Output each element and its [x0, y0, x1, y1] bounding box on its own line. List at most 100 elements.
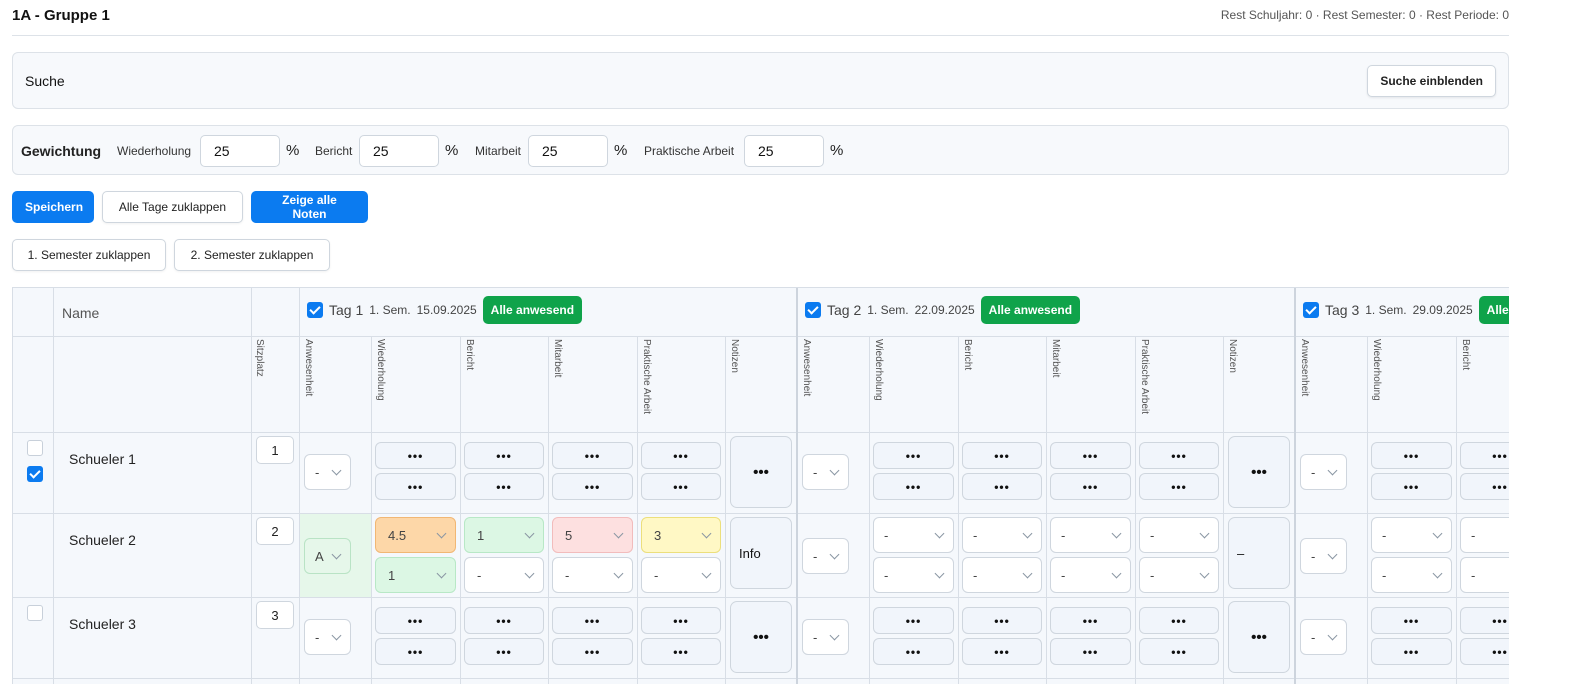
- weight-input-wiederholung[interactable]: [200, 135, 280, 167]
- collapsed-grade-button[interactable]: •••: [873, 442, 954, 469]
- day-checkbox[interactable]: [805, 302, 821, 318]
- collapsed-grade-button[interactable]: •••: [464, 442, 544, 469]
- collapsed-grade-button[interactable]: •••: [873, 638, 954, 665]
- collapsed-grade-button[interactable]: •••: [1460, 638, 1509, 665]
- collapsed-grade-button[interactable]: •••: [375, 607, 456, 634]
- seat-number[interactable]: 1: [256, 436, 294, 464]
- collapsed-grade-button[interactable]: •••: [641, 607, 721, 634]
- grade-select[interactable]: 5: [552, 517, 633, 553]
- collapsed-grade-button[interactable]: •••: [873, 607, 954, 634]
- collapsed-grade-button[interactable]: •••: [1371, 473, 1452, 500]
- note-button[interactable]: •••: [730, 601, 792, 673]
- collapse-semester-2-button[interactable]: 2. Semester zuklappen: [174, 239, 330, 271]
- grade-select[interactable]: -: [1139, 557, 1219, 593]
- grade-select[interactable]: -: [962, 557, 1042, 593]
- collapsed-grade-button[interactable]: •••: [1371, 442, 1452, 469]
- collapsed-grade-button[interactable]: •••: [552, 607, 633, 634]
- collapsed-grade-button[interactable]: •••: [1050, 473, 1131, 500]
- grade-select[interactable]: -: [1050, 517, 1131, 553]
- collapsed-grade-button[interactable]: •••: [962, 473, 1042, 500]
- collapsed-grade-button[interactable]: •••: [873, 473, 954, 500]
- collapsed-grade-button[interactable]: •••: [1139, 607, 1219, 634]
- show-search-button[interactable]: Suche einblenden: [1367, 65, 1496, 97]
- all-present-button[interactable]: Alle anwesend: [980, 296, 1081, 324]
- collapsed-grade-button[interactable]: •••: [375, 638, 456, 665]
- collapsed-grade-button[interactable]: •••: [641, 473, 721, 500]
- collapsed-grade-button[interactable]: •••: [962, 638, 1042, 665]
- collapsed-grade-button[interactable]: •••: [375, 473, 456, 500]
- collapsed-grade-button[interactable]: •••: [464, 473, 544, 500]
- attendance-select[interactable]: -: [802, 454, 849, 490]
- collapsed-grade-button[interactable]: •••: [552, 442, 633, 469]
- collapsed-grade-button[interactable]: •••: [1139, 638, 1219, 665]
- collapsed-grade-button[interactable]: •••: [1460, 442, 1509, 469]
- note-button[interactable]: •••: [730, 436, 792, 508]
- grade-select[interactable]: -: [1050, 557, 1131, 593]
- collapsed-grade-button[interactable]: •••: [641, 638, 721, 665]
- note-button[interactable]: •••: [1228, 601, 1290, 673]
- grade-select[interactable]: -: [1371, 557, 1452, 593]
- collapsed-grade-button[interactable]: •••: [375, 442, 456, 469]
- attendance-select[interactable]: -: [802, 619, 849, 655]
- collapsed-grade-button[interactable]: •••: [552, 473, 633, 500]
- collapsed-grade-button[interactable]: •••: [962, 442, 1042, 469]
- weight-input-mitarbeit[interactable]: [528, 135, 608, 167]
- grade-select[interactable]: 4.5: [375, 517, 456, 553]
- grade-select[interactable]: -: [464, 557, 544, 593]
- attendance-select[interactable]: A: [304, 538, 351, 574]
- grade-select[interactable]: -: [1371, 517, 1452, 553]
- grade-select[interactable]: -: [641, 557, 721, 593]
- attendance-select[interactable]: -: [802, 538, 849, 574]
- attendance-select[interactable]: -: [1300, 454, 1347, 490]
- column-header-mitarbeit: Mitarbeit: [552, 339, 563, 378]
- grade-select[interactable]: -: [552, 557, 633, 593]
- student-checkbox[interactable]: [27, 605, 43, 621]
- grade-select[interactable]: 1: [464, 517, 544, 553]
- grade-select[interactable]: 1: [375, 557, 456, 593]
- show-all-grades-button[interactable]: Zeige alle Noten: [251, 191, 368, 223]
- seat-number[interactable]: 2: [256, 517, 294, 545]
- attendance-select[interactable]: -: [1300, 619, 1347, 655]
- weight-input-praktische-arbeit[interactable]: [744, 135, 824, 167]
- grade-select[interactable]: -: [1460, 557, 1509, 593]
- all-present-button[interactable]: Alle anwesend: [1478, 296, 1509, 324]
- attendance-select[interactable]: -: [304, 454, 351, 490]
- grade-select[interactable]: -: [1460, 517, 1509, 553]
- note-button[interactable]: –: [1228, 517, 1290, 589]
- column-divider: [371, 336, 372, 684]
- note-button[interactable]: Info: [730, 517, 792, 589]
- collapsed-grade-button[interactable]: •••: [552, 638, 633, 665]
- collapsed-grade-button[interactable]: •••: [641, 442, 721, 469]
- collapsed-grade-button[interactable]: •••: [1371, 638, 1452, 665]
- collapsed-grade-button[interactable]: •••: [962, 607, 1042, 634]
- grade-select[interactable]: -: [873, 517, 954, 553]
- collapsed-grade-button[interactable]: •••: [1050, 638, 1131, 665]
- attendance-select[interactable]: -: [1300, 538, 1347, 574]
- collapsed-grade-button[interactable]: •••: [1460, 473, 1509, 500]
- collapsed-grade-button[interactable]: •••: [1139, 473, 1219, 500]
- day-checkbox[interactable]: [307, 302, 323, 318]
- collapsed-grade-button[interactable]: •••: [1050, 442, 1131, 469]
- day-checkbox[interactable]: [1303, 302, 1319, 318]
- grade-select[interactable]: -: [873, 557, 954, 593]
- collapsed-grade-button[interactable]: •••: [464, 607, 544, 634]
- attendance-select[interactable]: -: [304, 619, 351, 655]
- collapsed-grade-button[interactable]: •••: [1050, 607, 1131, 634]
- grade-select[interactable]: -: [962, 517, 1042, 553]
- collapsed-grade-button[interactable]: •••: [1460, 607, 1509, 634]
- collapsed-grade-button[interactable]: •••: [464, 638, 544, 665]
- search-title: Suche: [25, 73, 65, 89]
- weight-input-bericht[interactable]: [359, 135, 439, 167]
- collapse-semester-1-button[interactable]: 1. Semester zuklappen: [12, 239, 166, 271]
- collapse-all-days-button[interactable]: Alle Tage zuklappen: [102, 191, 243, 223]
- note-button[interactable]: •••: [1228, 436, 1290, 508]
- collapsed-grade-button[interactable]: •••: [1139, 442, 1219, 469]
- collapsed-grade-button[interactable]: •••: [1371, 607, 1452, 634]
- all-present-button[interactable]: Alle anwesend: [482, 296, 583, 324]
- save-button[interactable]: Speichern: [12, 191, 94, 223]
- grade-select[interactable]: -: [1139, 517, 1219, 553]
- student-checkbox[interactable]: [27, 440, 43, 456]
- seat-number[interactable]: 3: [256, 601, 294, 629]
- student-checkbox[interactable]: [27, 466, 43, 482]
- grade-select[interactable]: 3: [641, 517, 721, 553]
